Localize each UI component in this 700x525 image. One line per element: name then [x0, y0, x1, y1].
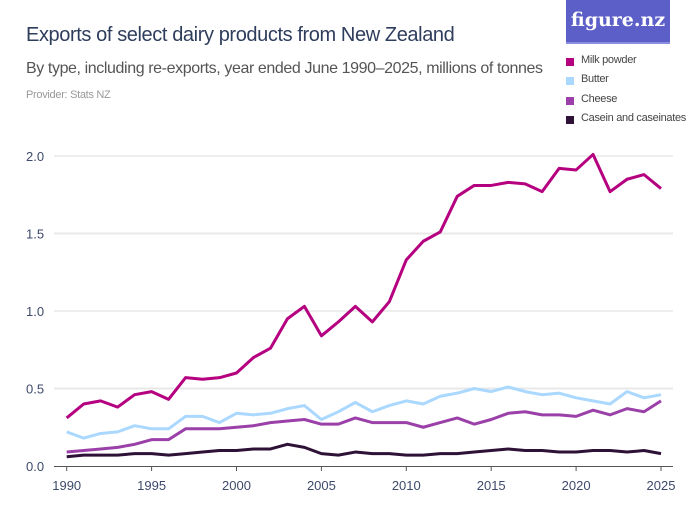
x-tick-label: 2005: [307, 478, 336, 493]
series-line-cheese: [66, 399, 662, 454]
legend-swatch: [566, 116, 574, 125]
x-tick-label: 1990: [52, 478, 81, 493]
legend-label: Butter: [581, 73, 609, 86]
provider-label: Provider: Stats NZ: [26, 89, 111, 101]
y-tick-label: 1.5: [26, 227, 44, 242]
chart-subtitle: By type, including re-exports, year ende…: [26, 60, 543, 77]
series-line-casein-and-caseinates: [66, 442, 662, 459]
y-tick-label: 0.5: [26, 382, 44, 397]
legend-label: Casein and caseinates: [581, 112, 686, 125]
legend-item-butter: Butter: [566, 70, 686, 90]
series-line-milk-powder: [65, 152, 662, 420]
legend-swatch: [566, 96, 574, 105]
figure-nz-logo[interactable]: figure.nz: [566, 0, 670, 44]
chart-title: Exports of select dairy products from Ne…: [26, 24, 455, 46]
x-tick-label: 2000: [222, 478, 251, 493]
legend-swatch: [566, 57, 574, 66]
legend-item-casein: Casein and caseinates: [566, 109, 686, 129]
legend: Milk powder Butter Cheese Casein and cas…: [566, 50, 686, 128]
legend-item-milk-powder: Milk powder: [566, 50, 686, 70]
x-tick-label: 2025: [647, 478, 676, 493]
legend-label: Cheese: [581, 92, 618, 105]
y-tick-label: 2.0: [26, 149, 44, 164]
y-tick-label: 1.0: [26, 304, 44, 319]
legend-item-cheese: Cheese: [566, 89, 686, 109]
x-tick-label: 2015: [477, 478, 506, 493]
x-tick-label: 1995: [137, 478, 166, 493]
x-tick-label: 2010: [392, 478, 421, 493]
legend-swatch: [566, 77, 574, 86]
x-tick-label: 2020: [562, 478, 591, 493]
y-tick-label: 0.0: [26, 459, 44, 474]
legend-label: Milk powder: [581, 53, 637, 66]
series-line-butter: [66, 385, 662, 440]
